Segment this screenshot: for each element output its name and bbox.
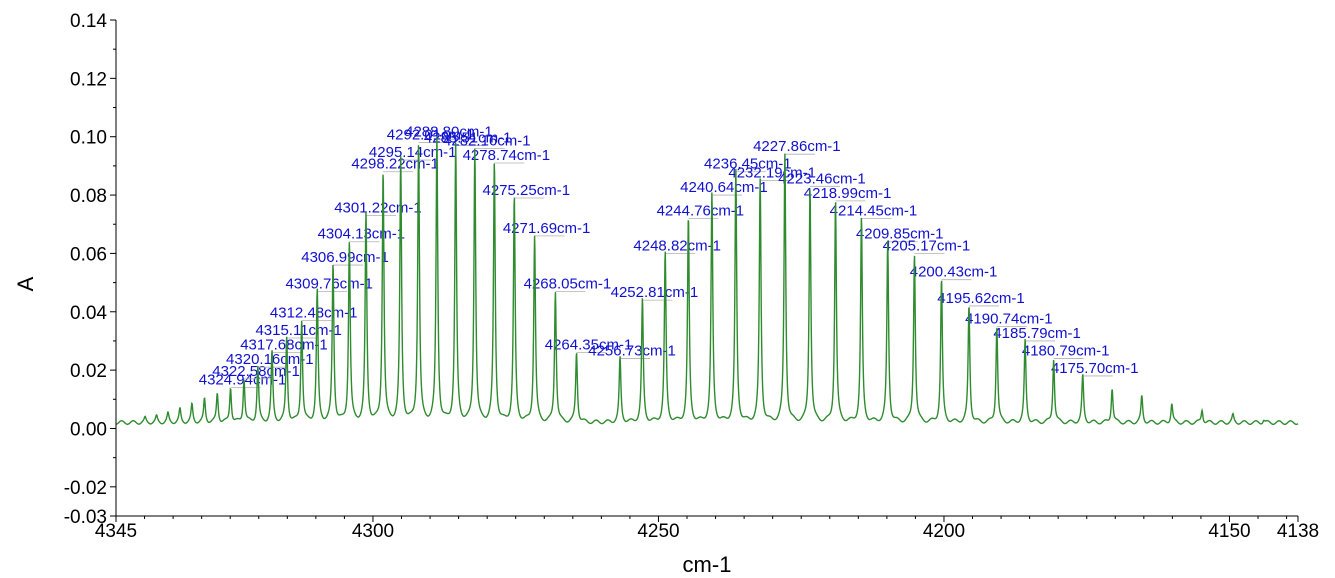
peak-label: 4306.99cm-1 xyxy=(301,249,389,266)
x-ticks: 4345 4300 4250 4200 4150 4138 xyxy=(95,516,1319,542)
peak-label: 4324.94cm-1 xyxy=(199,372,287,389)
peak-label: 4268.05cm-1 xyxy=(524,275,612,292)
y-tick-label: -0.03 xyxy=(64,507,107,528)
peak-label: 4320.16cm-1 xyxy=(226,351,314,368)
peak-label: 4248.82cm-1 xyxy=(633,237,721,254)
peak-label-group: 4306.99cm-1 xyxy=(301,249,389,266)
peak-label-group: 4275.25cm-1 xyxy=(483,182,571,199)
spectrum-line xyxy=(115,137,1299,426)
peak-label-group: 4301.22cm-1 xyxy=(334,199,422,216)
peak-label: 4317.68cm-1 xyxy=(240,337,328,354)
peak-label: 4252.81cm-1 xyxy=(611,284,699,301)
y-tick-label: 0.14 xyxy=(70,11,107,32)
peak-label: 4256.73cm-1 xyxy=(588,342,676,359)
peak-label-group: 4324.94cm-1 xyxy=(199,372,287,389)
y-tick-label: -0.02 xyxy=(64,478,107,499)
peak-label: 4175.70cm-1 xyxy=(1051,360,1139,377)
peak-label-group: 4312.48cm-1 xyxy=(270,305,358,322)
peak-label: 4312.48cm-1 xyxy=(270,305,358,322)
peak-label: 4214.45cm-1 xyxy=(830,202,918,219)
peak-label: 4285.51cm-1 xyxy=(424,129,512,146)
peak-label-group: 4317.68cm-1 xyxy=(240,337,328,354)
peak-label: 4190.74cm-1 xyxy=(965,310,1053,327)
peak-label-group: 4304.13cm-1 xyxy=(318,226,406,243)
peak-label-group: 4175.70cm-1 xyxy=(1051,360,1139,377)
peak-label: 4304.13cm-1 xyxy=(318,226,406,243)
peak-label: 4218.99cm-1 xyxy=(804,185,892,202)
peak-label-group: 4200.43cm-1 xyxy=(910,264,998,281)
peak-label: 4185.79cm-1 xyxy=(993,325,1081,342)
peak-label-group: 4248.82cm-1 xyxy=(633,237,721,254)
peak-label: 4180.79cm-1 xyxy=(1022,342,1110,359)
peak-label-group: 4185.79cm-1 xyxy=(993,325,1081,342)
peak-label-group: 4227.86cm-1 xyxy=(753,138,841,155)
peak-label-group: 4268.05cm-1 xyxy=(524,275,612,292)
x-tick-label: 4250 xyxy=(637,521,679,542)
peak-label-group: 4190.74cm-1 xyxy=(965,310,1053,327)
peak-label-group: 4264.35cm-1 xyxy=(545,337,633,354)
peak-label-group: 4244.76cm-1 xyxy=(657,202,745,219)
peak-label: 4275.25cm-1 xyxy=(483,182,571,199)
peak-label-group: 4315.11cm-1 xyxy=(255,322,341,339)
peak-label: 4301.22cm-1 xyxy=(334,199,422,216)
peak-label-group: 4214.45cm-1 xyxy=(830,202,918,219)
peak-label: 4232.19cm-1 xyxy=(728,164,816,181)
peak-label-group: 4223.46cm-1 xyxy=(778,170,866,187)
y-ticks: -0.03 -0.02 0.00 0.02 0.04 0.06 0.08 0.10 0.12 0.… xyxy=(64,11,116,528)
peak-label-group: 4278.74cm-1 xyxy=(463,147,551,164)
y-tick-label: 0.08 xyxy=(70,186,107,207)
peak-label: 4209.85cm-1 xyxy=(856,226,944,243)
x-tick-label: 4200 xyxy=(923,521,965,542)
x-tick-label: 4138 xyxy=(1277,521,1319,542)
peak-label: 4264.35cm-1 xyxy=(545,337,633,354)
peak-label: 4195.62cm-1 xyxy=(937,290,1025,307)
peak-label-group: 4252.81cm-1 xyxy=(611,284,699,301)
peak-label-group: 4282.16cm-1 xyxy=(443,132,531,149)
y-tick-label: 0.10 xyxy=(70,128,107,149)
peak-label: 4295.14cm-1 xyxy=(369,144,457,161)
peak-label-group: 4288.80cm-1 xyxy=(405,124,493,141)
peak-label-group: 4195.62cm-1 xyxy=(937,290,1025,307)
peak-label-group: 4285.51cm-1 xyxy=(424,129,512,146)
peak-label: 4309.76cm-1 xyxy=(285,275,373,292)
plot-area xyxy=(115,137,1299,426)
x-tick-label: 4150 xyxy=(1208,521,1250,542)
peak-label: 4288.80cm-1 xyxy=(405,124,493,141)
y-tick-label: 0.00 xyxy=(70,419,107,440)
peak-label: 4227.86cm-1 xyxy=(753,138,841,155)
peak-label: 4315.11cm-1 xyxy=(255,322,341,339)
peak-label-group: 4180.79cm-1 xyxy=(1022,342,1110,359)
peak-label: 4244.76cm-1 xyxy=(657,202,745,219)
y-tick-label: 0.12 xyxy=(70,69,107,90)
x-tick-label: 4300 xyxy=(352,521,394,542)
peak-label-group: 4236.45cm-1 xyxy=(704,156,792,173)
peak-label: 4200.43cm-1 xyxy=(910,264,998,281)
axes: 4345 4300 4250 4200 4150 4138 -0.03 -0.02 0.00 0… xyxy=(13,11,1319,577)
x-tick-label: 4345 xyxy=(95,521,137,542)
peak-label: 4282.16cm-1 xyxy=(443,132,531,149)
peak-label: 4223.46cm-1 xyxy=(778,170,866,187)
peak-label: 4240.64cm-1 xyxy=(680,179,768,196)
x-axis-title: cm-1 xyxy=(683,552,732,577)
peak-label-group: 4309.76cm-1 xyxy=(285,275,373,292)
peak-label: 4271.69cm-1 xyxy=(503,220,591,237)
peak-label-group: 4209.85cm-1 xyxy=(856,226,944,243)
y-tick-label: 0.02 xyxy=(70,361,107,382)
peak-label-group: 4205.17cm-1 xyxy=(883,237,971,254)
peak-label-group: 4240.64cm-1 xyxy=(680,179,768,196)
peak-label-group: 4218.99cm-1 xyxy=(804,185,892,202)
peak-label-group: 4256.73cm-1 xyxy=(588,342,676,359)
peak-label-group: 4295.14cm-1 xyxy=(369,144,457,161)
peak-label-group: 4271.69cm-1 xyxy=(503,220,591,237)
peak-label: 4236.45cm-1 xyxy=(704,156,792,173)
y-tick-label: 0.06 xyxy=(70,244,107,265)
peak-label: 4205.17cm-1 xyxy=(883,237,971,254)
peak-label: 4278.74cm-1 xyxy=(463,147,551,164)
y-axis-title: A xyxy=(13,276,38,291)
peak-label-layer: 4324.94cm-14322.58cm-14320.16cm-14317.68… xyxy=(199,124,1139,389)
y-tick-label: 0.04 xyxy=(70,303,107,324)
